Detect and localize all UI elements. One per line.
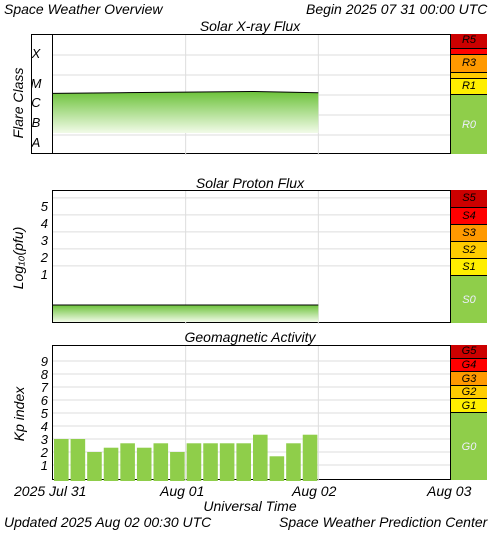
kp-chart-svg xyxy=(53,346,451,481)
x-tick-aug03: Aug 03 xyxy=(427,483,472,499)
scale-s5: S5 xyxy=(451,190,487,207)
proton-tick-3: 3 xyxy=(40,233,48,248)
kp-bar xyxy=(286,443,301,481)
kp-tick-4: 4 xyxy=(40,419,48,434)
xray-class-x: X xyxy=(31,46,41,61)
xray-y-axis-label: Flare Class xyxy=(10,67,26,139)
kp-bar xyxy=(219,443,235,481)
scale-r5: R5 xyxy=(451,34,487,48)
proton-plot-area xyxy=(52,190,487,324)
geomag-scale: G5 G4 G3 G2 G1 G0 xyxy=(450,345,487,480)
xray-chart-svg xyxy=(53,35,451,155)
kp-bar xyxy=(170,452,185,481)
begin-time: Begin 2025 07 31 00:00 UTC xyxy=(306,1,488,17)
x-axis-label: Universal Time xyxy=(203,498,297,514)
scale-s3: S3 xyxy=(451,224,487,241)
kp-tick-3: 3 xyxy=(40,432,48,447)
scale-g2: G2 xyxy=(451,385,487,398)
kp-bar xyxy=(70,439,86,481)
xray-plot-area xyxy=(52,34,487,155)
x-tick-aug01: Aug 01 xyxy=(160,483,205,499)
xray-flux-line xyxy=(53,90,319,94)
xray-panel-title: Solar X-ray Flux xyxy=(199,18,301,34)
x-tick-jul31: 2025 Jul 31 xyxy=(14,483,87,499)
proton-scale: S5 S4 S3 S2 S1 S0 xyxy=(450,190,487,323)
kp-bar xyxy=(54,439,69,481)
kp-tick-6: 6 xyxy=(40,393,48,408)
scale-s1: S1 xyxy=(451,258,487,275)
kp-bar xyxy=(302,434,318,481)
swpc-credit: Space Weather Prediction Center xyxy=(279,514,488,530)
xray-class-box xyxy=(31,34,52,154)
proton-tick-1: 1 xyxy=(40,267,48,282)
geomag-panel-title: Geomagnetic Activity xyxy=(184,329,316,345)
kp-bar xyxy=(103,447,119,481)
kp-tick-7: 7 xyxy=(40,380,48,395)
kp-tick-9: 9 xyxy=(40,354,48,369)
scale-s4: S4 xyxy=(451,207,487,224)
kp-bar xyxy=(186,443,202,481)
xray-class-b: B xyxy=(31,115,41,130)
kp-bar xyxy=(136,447,152,481)
scale-g1: G1 xyxy=(451,398,487,412)
xray-class-a: A xyxy=(31,135,41,150)
kp-bar xyxy=(153,443,169,481)
proton-panel-title: Solar Proton Flux xyxy=(195,175,305,191)
updated-time: Updated 2025 Aug 02 00:30 UTC xyxy=(4,514,212,530)
kp-bar xyxy=(236,443,251,481)
kp-bar xyxy=(203,443,218,481)
kp-bar xyxy=(120,443,135,481)
x-tick-aug02: Aug 02 xyxy=(292,483,337,499)
kp-bar xyxy=(87,452,102,481)
kp-bar xyxy=(269,456,285,481)
scale-g3: G3 xyxy=(451,371,487,385)
scale-g4: G4 xyxy=(451,358,487,371)
kp-tick-5: 5 xyxy=(40,406,48,421)
xray-scale: R5 R3 R1 R0 xyxy=(450,34,487,154)
proton-tick-5: 5 xyxy=(40,199,48,214)
scale-s2: S2 xyxy=(451,241,487,258)
scale-r4 xyxy=(451,48,487,54)
geomag-plot-area xyxy=(52,345,487,481)
proton-tick-4: 4 xyxy=(40,216,48,231)
xray-flux-area xyxy=(53,91,319,133)
proton-tick-2: 2 xyxy=(40,250,48,265)
overview-title: Space Weather Overview xyxy=(4,1,163,17)
xray-class-m: M xyxy=(30,76,42,91)
kp-tick-8: 8 xyxy=(40,367,48,382)
scale-r1: R1 xyxy=(451,78,487,94)
scale-g0: G0 xyxy=(451,412,487,480)
scale-r2 xyxy=(451,72,487,78)
scale-s0: S0 xyxy=(451,275,487,323)
scale-r3: R3 xyxy=(451,54,487,72)
scale-r0: R0 xyxy=(451,94,487,154)
xray-class-c: C xyxy=(31,95,41,110)
proton-flux-area xyxy=(53,305,319,322)
kp-tick-1: 1 xyxy=(40,458,48,473)
kp-bar xyxy=(253,434,268,481)
proton-chart-svg xyxy=(53,191,451,324)
kp-tick-2: 2 xyxy=(40,445,48,460)
scale-g5: G5 xyxy=(451,345,487,358)
